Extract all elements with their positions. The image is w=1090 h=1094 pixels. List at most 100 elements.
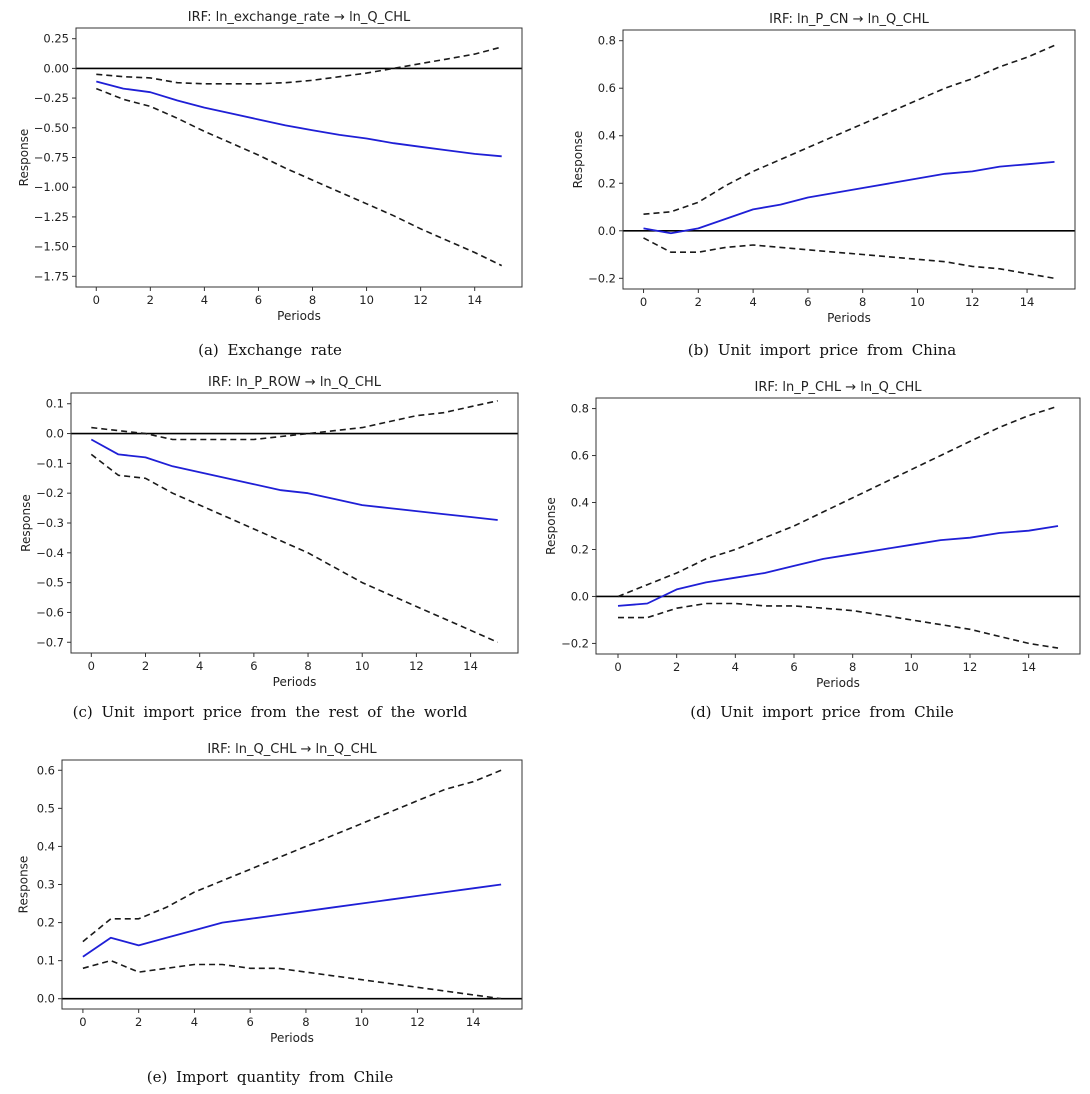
y-axis-label: Response <box>17 856 31 914</box>
series-line-upper <box>643 44 1055 215</box>
y-tick-label: −1.25 <box>34 210 69 224</box>
x-axis-label: Periods <box>827 311 871 325</box>
x-tick-label: 12 <box>410 1015 425 1029</box>
x-axis-label: Periods <box>270 1031 314 1045</box>
x-tick-label: 4 <box>201 293 208 307</box>
y-tick-label: 0.0 <box>46 427 64 441</box>
x-tick-label: 4 <box>749 295 756 309</box>
y-tick-label: 0.4 <box>571 496 589 510</box>
series-line-irf <box>82 883 502 958</box>
caption-d: (d) Unit import price from Chile <box>690 703 954 721</box>
x-tick-label: 14 <box>1021 660 1036 674</box>
y-tick-label: −0.2 <box>36 486 64 500</box>
x-tick-label: 14 <box>463 659 478 673</box>
series-line-upper <box>91 400 498 441</box>
y-tick-label: 0.5 <box>37 801 55 815</box>
x-tick-label: 6 <box>804 295 811 309</box>
chart-panel-e: IRF: ln_Q_CHL → ln_Q_CHL 0 2 4 6 8 10 12 14 0.6 0.… <box>0 733 545 1068</box>
y-tick-label: 0.3 <box>37 878 55 892</box>
x-tick-label: 12 <box>965 295 980 309</box>
y-tick-label: 0.0 <box>37 992 55 1006</box>
chart-panel-a: IRF: ln_exchange_rate → ln_Q_CHL 0 2 4 6 8 10 1… <box>0 0 545 335</box>
y-tick-label: −1.75 <box>34 269 69 283</box>
x-tick-label: 2 <box>673 660 680 674</box>
x-tick-label: 6 <box>250 659 257 673</box>
y-tick-label: 0.00 <box>43 61 69 75</box>
x-tick-label: 14 <box>466 1015 481 1029</box>
y-tick-label: −0.50 <box>34 121 69 135</box>
series-line-lower <box>96 87 503 267</box>
series-line-irf <box>96 80 502 158</box>
x-tick-label: 12 <box>963 660 978 674</box>
y-tick-label: 0.4 <box>598 129 616 143</box>
x-tick-label: 0 <box>640 295 647 309</box>
chart-b: IRF: ln_P_CN → ln_Q_CHL 0 2 4 6 8 10 12 14 0.8 0.6… <box>571 12 1076 325</box>
chart-d: IRF: ln_P_CHL → ln_Q_CHL 0 2 4 6 8 10 12 14 0.8 0.… <box>544 380 1081 690</box>
y-tick-label: 0.6 <box>571 449 589 463</box>
x-tick-label: 2 <box>135 1015 142 1029</box>
chart-a: IRF: ln_exchange_rate → ln_Q_CHL 0 2 4 6 8 10 1… <box>17 10 523 323</box>
x-axis-label: Periods <box>277 309 321 323</box>
y-tick-label: 0.6 <box>37 763 55 777</box>
y-tick-label: −0.75 <box>34 151 69 165</box>
series-line-lower <box>643 237 1055 280</box>
x-tick-label: 10 <box>354 1015 369 1029</box>
y-tick-label: 0.1 <box>37 954 55 968</box>
x-tick-label: 0 <box>88 659 95 673</box>
chart-panel-c: IRF: ln_P_ROW → ln_Q_CHL 0 2 4 6 8 10 12 14 0.1 0.… <box>0 368 545 703</box>
y-tick-label: −0.7 <box>36 635 64 649</box>
chart-title-e: IRF: ln_Q_CHL → ln_Q_CHL <box>207 742 377 757</box>
chart-title-c: IRF: ln_P_ROW → ln_Q_CHL <box>208 375 382 390</box>
x-tick-label: 2 <box>695 295 702 309</box>
y-tick-label: −0.2 <box>561 636 589 650</box>
series-line-upper <box>617 405 1059 598</box>
y-tick-label: −0.1 <box>36 456 64 470</box>
y-tick-label: −0.3 <box>36 516 64 530</box>
x-tick-label: 14 <box>1020 295 1035 309</box>
series-line-lower <box>90 453 499 644</box>
y-tick-label: 0.6 <box>598 81 616 95</box>
x-tick-label: 10 <box>904 660 919 674</box>
series-line-lower <box>618 602 1059 649</box>
y-tick-label: −1.00 <box>34 180 69 194</box>
x-tick-label: 4 <box>191 1015 198 1029</box>
y-tick-label: 0.4 <box>37 839 55 853</box>
y-axis-label: Response <box>571 131 585 189</box>
y-tick-label: 0.25 <box>43 32 69 46</box>
chart-title-d: IRF: ln_P_CHL → ln_Q_CHL <box>755 380 923 395</box>
x-tick-label: 6 <box>255 293 262 307</box>
series-line-irf <box>617 525 1059 607</box>
x-tick-label: 0 <box>614 660 621 674</box>
x-tick-label: 8 <box>859 295 866 309</box>
y-tick-label: −1.50 <box>34 240 69 254</box>
series-line-irf <box>90 438 498 521</box>
x-tick-label: 12 <box>409 659 424 673</box>
x-tick-label: 2 <box>142 659 149 673</box>
y-axis-label: Response <box>544 497 558 555</box>
y-tick-label: −0.2 <box>588 271 616 285</box>
series-line-irf <box>643 161 1055 235</box>
x-tick-label: 14 <box>467 293 482 307</box>
x-tick-label: 4 <box>196 659 203 673</box>
x-tick-label: 12 <box>413 293 428 307</box>
chart-title-a: IRF: ln_exchange_rate → ln_Q_CHL <box>188 10 411 25</box>
x-axis-label: Periods <box>816 676 860 690</box>
y-tick-label: 0.1 <box>46 397 64 411</box>
y-axis-label: Response <box>17 129 31 187</box>
series-line-lower <box>82 959 502 1000</box>
series-line-upper <box>96 46 502 85</box>
chart-panel-b: IRF: ln_P_CN → ln_Q_CHL 0 2 4 6 8 10 12 14 0.8 0.6… <box>545 0 1090 335</box>
y-tick-label: 0.0 <box>598 224 616 238</box>
caption-a: (a) Exchange rate <box>198 341 342 359</box>
y-tick-label: 0.8 <box>598 34 616 48</box>
y-tick-label: 0.8 <box>571 402 589 416</box>
y-tick-label: −0.25 <box>34 91 69 105</box>
y-tick-label: 0.2 <box>598 176 616 190</box>
y-tick-label: 0.2 <box>571 542 589 556</box>
x-tick-label: 0 <box>79 1015 86 1029</box>
plot-frame <box>70 392 519 654</box>
y-tick-label: −0.6 <box>36 605 64 619</box>
plot-frame <box>75 27 523 288</box>
plot-frame <box>622 29 1076 290</box>
